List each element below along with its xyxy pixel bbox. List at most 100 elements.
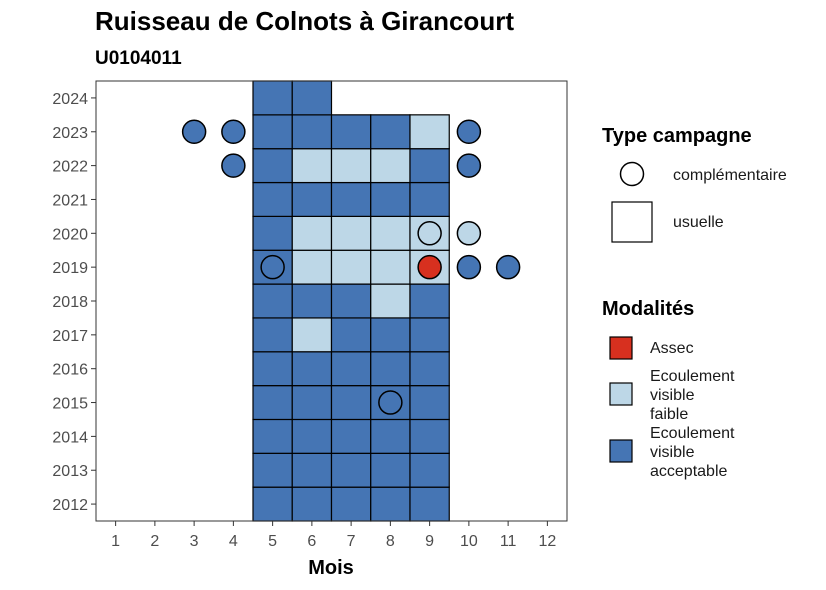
y-axis: 2012 2013 2014 2015 2016 2017 2018 2019 2020 2021… bbox=[52, 91, 96, 514]
tile-2024-5 bbox=[252, 80, 293, 116]
y-tick-label: 2013 bbox=[52, 463, 88, 480]
tile-2023-8 bbox=[370, 114, 411, 150]
tile-2012-7 bbox=[330, 486, 372, 522]
x-tick-label: 2 bbox=[150, 533, 159, 550]
point-2023-10 bbox=[456, 119, 482, 145]
tile-2014-7 bbox=[330, 418, 372, 454]
legend-modalite-label: Assec bbox=[650, 340, 694, 357]
tile-2021-8 bbox=[370, 181, 411, 217]
tile-2016-9 bbox=[409, 351, 450, 387]
legend-type: complémentaire usuelle bbox=[611, 161, 787, 243]
x-axis: 1 2 3 4 5 6 7 8 9 10 11 12 bbox=[111, 521, 556, 550]
tile-2015-9 bbox=[409, 385, 450, 421]
y-tick-label: 2018 bbox=[52, 294, 88, 311]
legend-modalite-key bbox=[609, 382, 633, 406]
tile-2020-7 bbox=[330, 215, 372, 251]
point-2019-9 bbox=[417, 254, 442, 280]
point-2023-4 bbox=[221, 119, 246, 145]
y-tick-label: 2012 bbox=[52, 497, 88, 514]
x-tick-label: 9 bbox=[425, 533, 434, 550]
tile-2019-7 bbox=[330, 249, 372, 285]
tile-2023-7 bbox=[330, 114, 372, 150]
chart-subtitle: U0104011 bbox=[95, 48, 182, 69]
tile-2013-8 bbox=[370, 452, 411, 488]
legend-modalite-key bbox=[609, 439, 633, 463]
point-2019-11 bbox=[495, 254, 521, 280]
tile-2015-5 bbox=[252, 385, 293, 421]
legend-modalites-title: Modalités bbox=[602, 298, 694, 320]
tile-2012-9 bbox=[409, 486, 450, 522]
tile-2015-6 bbox=[291, 385, 333, 421]
legend-square-key bbox=[611, 201, 653, 243]
tile-2018-9 bbox=[409, 283, 450, 319]
tile-2012-6 bbox=[291, 486, 333, 522]
tile-2018-7 bbox=[330, 283, 372, 319]
tile-2017-5 bbox=[252, 317, 293, 353]
tile-2019-6 bbox=[291, 249, 333, 285]
tile-2017-9 bbox=[409, 317, 450, 353]
x-tick-label: 12 bbox=[538, 533, 556, 550]
tile-2022-9 bbox=[409, 148, 450, 184]
tile-2024-6 bbox=[291, 80, 333, 116]
tile-2020-6 bbox=[291, 215, 333, 251]
legend-type-title: Type campagne bbox=[602, 125, 752, 147]
tile-2013-7 bbox=[330, 452, 372, 488]
y-tick-label: 2020 bbox=[52, 226, 88, 243]
x-tick-label: 4 bbox=[229, 533, 238, 550]
legend-modalite-label: faible bbox=[650, 406, 688, 423]
legend-modalite-label: acceptable bbox=[650, 463, 727, 480]
point-2022-4 bbox=[221, 153, 246, 178]
x-tick-label: 8 bbox=[386, 533, 395, 550]
tile-2023-5 bbox=[252, 114, 293, 150]
legend-modalite-label: visible bbox=[650, 387, 695, 404]
x-tick-label: 3 bbox=[190, 533, 199, 550]
tile-2013-5 bbox=[252, 452, 293, 488]
tile-2012-8 bbox=[370, 486, 411, 522]
chart-title: Ruisseau de Colnots à Girancourt bbox=[95, 6, 514, 36]
x-tick-label: 7 bbox=[347, 533, 356, 550]
tile-2017-6 bbox=[291, 317, 333, 353]
y-tick-label: 2015 bbox=[52, 396, 88, 413]
y-tick-label: 2022 bbox=[52, 159, 88, 176]
tile-2022-6 bbox=[291, 148, 333, 184]
tile-2016-7 bbox=[330, 351, 372, 387]
tile-2014-9 bbox=[409, 418, 450, 454]
x-tick-label: 10 bbox=[460, 533, 478, 550]
tile-2015-7 bbox=[330, 385, 372, 421]
tile-2022-8 bbox=[370, 148, 411, 184]
tile-2020-5 bbox=[252, 215, 293, 251]
tile-2023-9 bbox=[409, 114, 450, 150]
y-tick-label: 2023 bbox=[52, 125, 88, 142]
tile-2016-6 bbox=[291, 351, 333, 387]
tile-2021-6 bbox=[291, 181, 333, 217]
tile-2018-6 bbox=[291, 283, 333, 319]
legend-modalite-label: Ecoulement bbox=[650, 425, 735, 442]
legend-modalites: Assec Ecoulement visible faible Ecoulement vi… bbox=[609, 336, 735, 480]
tile-2014-6 bbox=[291, 418, 333, 454]
tile-2017-8 bbox=[370, 317, 411, 353]
tile-2021-7 bbox=[330, 181, 372, 217]
tile-2013-6 bbox=[291, 452, 333, 488]
tile-2021-9 bbox=[409, 181, 450, 217]
tile-2016-8 bbox=[370, 351, 411, 387]
y-tick-label: 2021 bbox=[52, 192, 88, 209]
plot-area bbox=[96, 80, 567, 522]
tile-2014-5 bbox=[252, 418, 293, 454]
x-tick-label: 1 bbox=[111, 533, 120, 550]
legend-modalite-key bbox=[609, 336, 633, 360]
legend-modalite-label: visible bbox=[650, 444, 695, 461]
tile-2022-7 bbox=[330, 148, 372, 184]
y-tick-label: 2016 bbox=[52, 362, 88, 379]
legend-modalite-label: Ecoulement bbox=[650, 368, 735, 385]
point-2019-5 bbox=[260, 254, 285, 280]
point-2023-3 bbox=[181, 119, 207, 145]
tile-2021-5 bbox=[252, 181, 293, 217]
point-2022-10 bbox=[456, 153, 482, 178]
y-tick-label: 2019 bbox=[52, 260, 88, 277]
legend-circle-key bbox=[619, 161, 645, 187]
tile-2014-8 bbox=[370, 418, 411, 454]
y-tick-label: 2024 bbox=[52, 91, 88, 108]
y-tick-label: 2014 bbox=[52, 429, 88, 446]
tile-2018-5 bbox=[252, 283, 293, 319]
